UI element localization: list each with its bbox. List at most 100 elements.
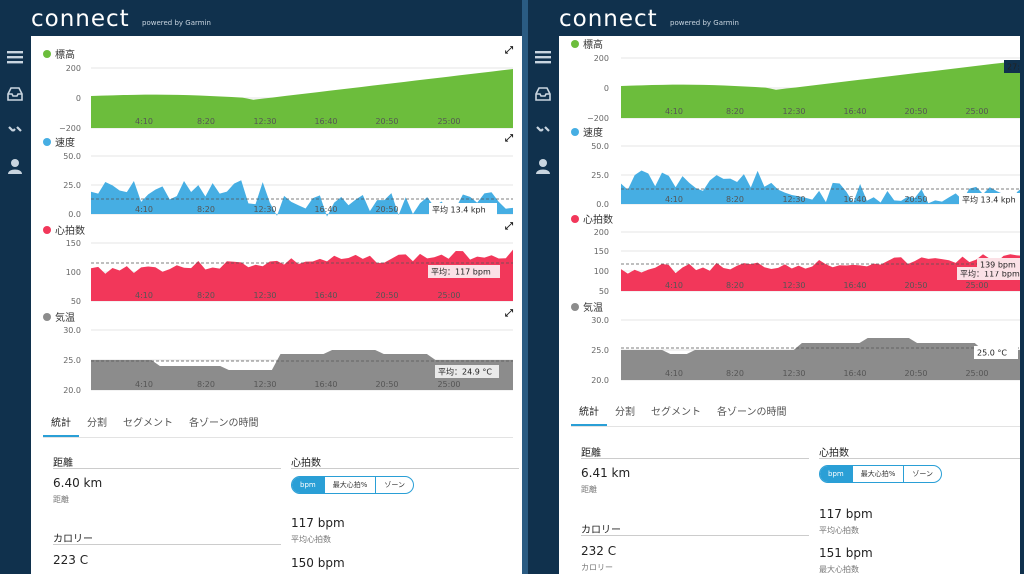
temp-xtick-4: 20:50 <box>375 380 398 389</box>
elevation-label: 標高 <box>583 40 603 51</box>
avg-hr-label: 平均心拍数 <box>819 526 859 535</box>
expand-heart-icon[interactable]: ⤢ <box>505 221 513 232</box>
connections-icon[interactable] <box>6 121 24 139</box>
toggle-zone[interactable]: ゾーン <box>912 470 934 478</box>
speed-xtick-2: 12:30 <box>253 205 276 214</box>
heart-xtick-1: 8:20 <box>197 291 215 300</box>
heart-dot <box>43 225 51 234</box>
charts-area-right: 200 0 −200 4:10 8:20 12:30 16:40 20:50 25:00 27: 5… <box>587 54 1024 385</box>
heart-area <box>91 249 513 301</box>
heart-stats-title: 心拍数 <box>291 458 321 469</box>
elev-tooltip-text: 27: <box>1007 63 1020 72</box>
temp-xtick-2: 12:30 <box>782 369 805 378</box>
toggle-bpm[interactable]: bpm <box>292 477 325 493</box>
elev-xtick-2: 12:30 <box>253 117 276 126</box>
expand-elevation-icon[interactable]: ⤢ <box>505 45 513 56</box>
tab-zones[interactable]: 各ゾーンの時間 <box>717 407 787 418</box>
toggle-max-hr-percent[interactable]: 最大心拍% <box>325 477 377 493</box>
expand-temp-icon[interactable]: ⤢ <box>505 308 513 319</box>
stats-tabs: 統計 分割 セグメント 各ゾーンの時間 <box>43 413 267 437</box>
top-bar: connect powered by Garmin <box>0 0 522 36</box>
speed-label: 速度 <box>55 138 75 149</box>
connections-icon[interactable] <box>534 121 552 139</box>
tabs-divider <box>43 437 513 438</box>
toggle-bpm[interactable]: bpm <box>820 466 853 482</box>
temp-xtick-5: 25:00 <box>965 369 988 378</box>
heart-xtick-0: 4:10 <box>135 291 153 300</box>
toggle-zone[interactable]: ゾーン <box>384 481 406 489</box>
temp-tick-1: 25.0 <box>63 356 81 365</box>
heart-xtick-2: 12:30 <box>782 281 805 290</box>
tab-stats[interactable]: 統計 <box>43 413 79 437</box>
heart-unit-toggle: bpm 最大心拍% ゾーン <box>819 465 943 483</box>
left-nav <box>0 36 31 574</box>
inbox-icon[interactable] <box>6 85 24 103</box>
user-icon[interactable] <box>6 157 24 175</box>
tab-zones[interactable]: 各ゾーンの時間 <box>189 418 259 429</box>
temp-title: 気温 <box>43 309 75 324</box>
activity-content-right: 200 0 −200 4:10 8:20 12:30 16:40 20:50 25:00 27: 5… <box>559 36 1024 574</box>
temp-label: 気温 <box>55 313 75 324</box>
temp-xtick-0: 4:10 <box>665 369 683 378</box>
temp-avg-text: 平均：24.9 °C <box>438 367 492 377</box>
user-icon[interactable] <box>534 157 552 175</box>
menu-icon[interactable] <box>534 48 552 66</box>
powered-by-garmin-right: powered by Garmin <box>670 19 739 27</box>
heart-dot <box>571 214 579 223</box>
avg-hr-label: 平均心拍数 <box>291 535 331 544</box>
connect-logo-right[interactable]: connect <box>559 6 658 32</box>
elevation-dot <box>571 39 579 48</box>
speed-title: 速度 <box>43 134 75 149</box>
speed-dot <box>43 137 51 146</box>
distance-divider <box>581 458 809 459</box>
heart-avg-text: 平均：117 bpm <box>431 267 491 277</box>
tab-splits[interactable]: 分割 <box>615 407 635 418</box>
elevation-label: 標高 <box>55 50 75 61</box>
elev-xtick-0: 4:10 <box>135 117 153 126</box>
speed-area <box>91 180 513 217</box>
tab-stats[interactable]: 統計 <box>571 402 607 426</box>
temp-avg-bg <box>435 365 499 378</box>
temp-area <box>91 350 513 390</box>
tab-segments[interactable]: セグメント <box>651 407 701 418</box>
heart-divider <box>819 458 1024 459</box>
elevation-area <box>621 60 1024 118</box>
inbox-icon[interactable] <box>534 85 552 103</box>
heart-xtick-2: 12:30 <box>253 291 276 300</box>
distance-value: 6.41 km <box>581 466 631 480</box>
temp-tick-0: 30.0 <box>63 326 81 335</box>
heart-unit-toggle: bpm 最大心拍% ゾーン <box>291 476 415 494</box>
speed-xtick-3: 16:40 <box>843 195 866 204</box>
elev-xtick-3: 16:40 <box>314 117 337 126</box>
elevation-title: 標高 <box>43 46 75 61</box>
stats-tabs-right: 統計 分割 セグメント 各ゾーンの時間 <box>571 402 795 426</box>
expand-speed-icon[interactable]: ⤢ <box>505 133 513 144</box>
connect-logo[interactable]: connect <box>31 6 130 32</box>
temp-tooltip-bg <box>974 346 1018 359</box>
calories-label: カロリー <box>581 563 613 572</box>
heart-tick-0: 150 <box>66 239 81 248</box>
menu-icon[interactable] <box>6 48 24 66</box>
calories-value: 232 C <box>581 544 617 558</box>
temp-xtick-4: 20:50 <box>904 369 927 378</box>
tab-splits[interactable]: 分割 <box>87 418 107 429</box>
heart-tooltip-bg <box>977 258 1023 271</box>
speed-tick-0: 50.0 <box>63 152 81 161</box>
temp-tick-2: 20.0 <box>63 386 81 395</box>
heart-label: 心拍数 <box>583 215 613 226</box>
heart-avg-text: 平均：117 bpm <box>960 269 1020 279</box>
elev-xtick-4: 20:50 <box>904 107 927 116</box>
max-hr-value: 151 bpm <box>819 546 873 560</box>
window-divider <box>522 0 528 574</box>
tab-segments[interactable]: セグメント <box>123 418 173 429</box>
elev-tooltip-bg <box>1004 60 1024 73</box>
elev-tick-0: 200 <box>594 54 609 63</box>
speed-xtick-0: 4:10 <box>135 205 153 214</box>
powered-by-garmin: powered by Garmin <box>142 19 211 27</box>
heart-xtick-0: 4:10 <box>665 281 683 290</box>
toggle-max-hr-percent[interactable]: 最大心拍% <box>853 466 905 482</box>
elev-tick-2: −200 <box>587 114 609 123</box>
speed-xtick-3: 16:40 <box>314 205 337 214</box>
calories-title: カロリー <box>53 534 93 545</box>
calories-divider <box>53 544 281 545</box>
